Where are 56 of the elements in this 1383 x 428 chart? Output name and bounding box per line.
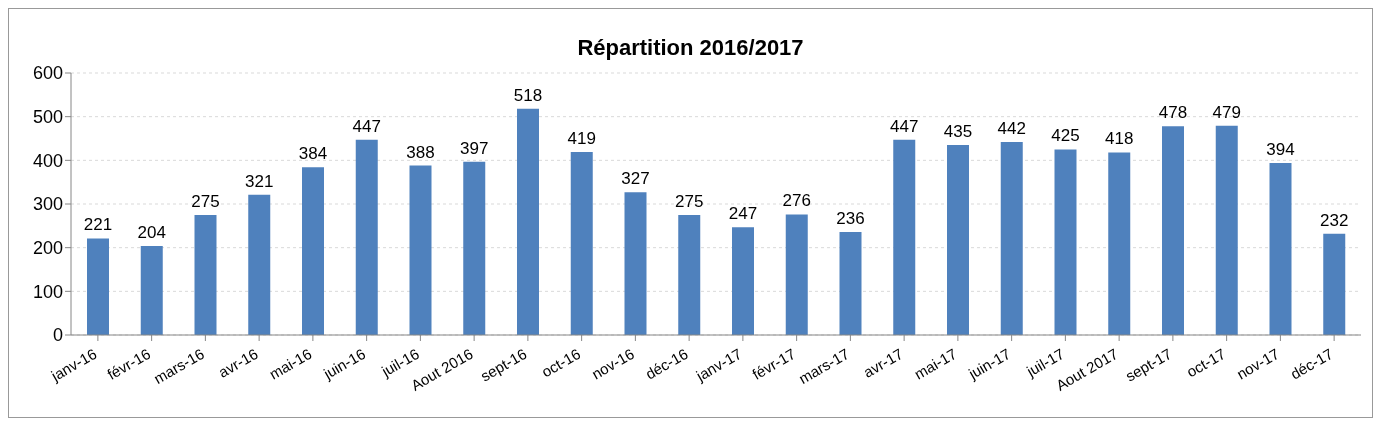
data-label: 442 xyxy=(997,118,1026,138)
bar xyxy=(1323,233,1346,335)
y-tick-label: 300 xyxy=(32,194,63,215)
bar xyxy=(1269,162,1292,335)
bar xyxy=(517,108,539,335)
y-tick-label: 200 xyxy=(32,238,63,259)
data-label: 397 xyxy=(460,138,489,158)
data-label: 479 xyxy=(1212,102,1241,122)
data-label: 419 xyxy=(567,129,596,149)
bar xyxy=(785,214,808,335)
data-label: 275 xyxy=(191,191,220,211)
data-label: 435 xyxy=(943,122,973,142)
data-label: 276 xyxy=(782,191,811,211)
bar xyxy=(463,161,486,335)
data-label: 204 xyxy=(137,222,166,242)
data-label: 327 xyxy=(621,169,650,189)
bar xyxy=(1000,141,1023,335)
bar xyxy=(678,214,701,335)
bar xyxy=(355,139,378,335)
y-tick-label: 100 xyxy=(32,281,63,302)
data-label: 247 xyxy=(728,204,758,224)
data-label: 236 xyxy=(836,208,865,228)
y-tick-label: 0 xyxy=(52,325,63,346)
bar xyxy=(893,139,916,335)
data-label: 275 xyxy=(675,191,704,211)
data-label: 447 xyxy=(352,116,381,136)
bar xyxy=(1108,152,1131,335)
data-label: 321 xyxy=(245,171,274,191)
chart-title: Répartition 2016/2017 xyxy=(576,35,805,62)
data-label: 394 xyxy=(1266,139,1295,159)
bar xyxy=(1215,125,1238,335)
bar xyxy=(302,167,324,335)
data-label: 518 xyxy=(513,85,543,105)
data-label: 425 xyxy=(1051,126,1080,146)
bar xyxy=(87,238,109,335)
data-label: 388 xyxy=(406,142,435,162)
bar xyxy=(248,194,271,335)
bar xyxy=(1054,149,1077,335)
data-label: 384 xyxy=(298,144,328,164)
data-label: 418 xyxy=(1105,129,1134,149)
data-label: 447 xyxy=(890,116,919,136)
data-label: 221 xyxy=(83,215,113,235)
bar xyxy=(624,192,647,335)
y-tick-label: 600 xyxy=(32,63,63,84)
bar xyxy=(947,145,969,335)
bar xyxy=(140,245,163,335)
bar xyxy=(839,231,862,335)
y-tick-label: 400 xyxy=(32,150,63,171)
bar xyxy=(409,165,432,335)
bar xyxy=(732,227,754,335)
bar xyxy=(194,214,217,335)
data-label: 478 xyxy=(1158,103,1188,123)
y-tick-label: 500 xyxy=(32,107,63,128)
bar xyxy=(1162,126,1184,335)
data-label: 232 xyxy=(1320,210,1349,230)
bar xyxy=(570,152,593,335)
